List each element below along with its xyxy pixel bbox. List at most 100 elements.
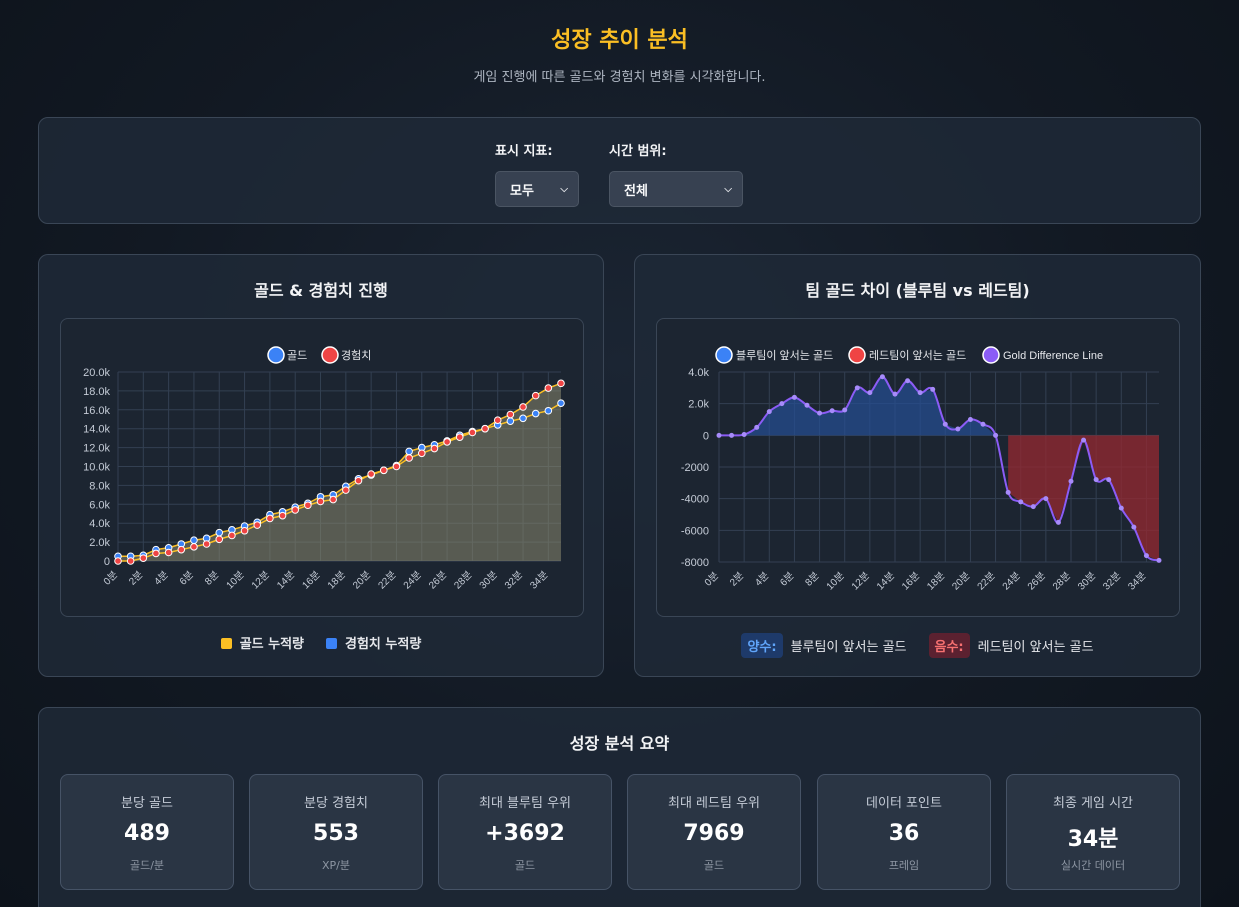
- stat-card-max-blue-lead: 최대 블루팀 우위 +3692 골드: [438, 774, 612, 890]
- stat-card-max-red-lead: 최대 레드팀 우위 7969 골드: [627, 774, 801, 890]
- stat-unit: 골드: [703, 859, 725, 872]
- data-point: [867, 390, 873, 396]
- stat-unit: 골드: [514, 859, 536, 872]
- metric-select[interactable]: 모두 ⌵: [495, 171, 579, 207]
- stat-unit: 실시간 데이터: [1060, 859, 1126, 872]
- data-point: [1018, 499, 1024, 505]
- y-tick-label: 0: [703, 430, 709, 442]
- data-point: [392, 462, 401, 471]
- x-tick-label: 14분: [874, 570, 897, 593]
- page-subtitle: 게임 진행에 따른 골드와 경험치 변화를 시각화합니다.: [473, 70, 766, 85]
- range-select[interactable]: 전체 ⌵: [609, 171, 743, 207]
- data-point: [741, 432, 747, 438]
- data-point: [1005, 489, 1011, 495]
- data-point: [266, 514, 274, 523]
- legend-swatch-icon: [321, 346, 339, 364]
- y-tick-label: 2.0k: [688, 399, 709, 411]
- data-point: [481, 424, 489, 433]
- gold-diff-panel: 팀 골드 차이 (블루팀 vs 레드팀) -8000 -6000 -4000 -200…: [634, 254, 1201, 677]
- x-tick-label: 2분: [727, 570, 746, 589]
- data-point: [354, 476, 363, 485]
- x-tick-label: 22분: [376, 569, 399, 592]
- negative-note: 음수: 레드팀이 앞서는 골드: [928, 633, 1094, 658]
- data-point: [544, 384, 553, 392]
- data-point: [202, 540, 211, 548]
- chevron-down-icon: ⌵: [724, 183, 732, 195]
- x-tick-label: 34분: [528, 569, 551, 592]
- data-point: [342, 486, 350, 494]
- data-point: [967, 417, 973, 422]
- stat-card-game-time: 최종 게임 시간 34분 실시간 데이터: [1006, 774, 1180, 890]
- data-point: [506, 410, 515, 419]
- positive-tag: 양수:: [741, 633, 783, 658]
- y-tick-label: 18.0k: [83, 386, 110, 398]
- x-tick-label: 34분: [1126, 570, 1149, 593]
- data-point: [493, 416, 502, 424]
- data-point: [1068, 478, 1074, 484]
- x-tick-label: 4분: [752, 570, 771, 589]
- data-point: [152, 549, 160, 558]
- data-point: [1081, 437, 1087, 443]
- stat-card-xp-per-min: 분당 경험치 553 XP/분: [249, 774, 423, 890]
- data-point: [892, 391, 898, 397]
- metric-select-value: 모두: [510, 183, 534, 199]
- data-point: [190, 536, 198, 545]
- x-tick-label: 16분: [300, 569, 323, 592]
- data-point: [443, 438, 451, 446]
- controls-panel: 표시 지표: 모두 ⌵ 시간 범위: 전체 ⌵: [38, 117, 1201, 224]
- stat-value: 7969: [683, 821, 745, 846]
- gold-xp-panel: 골드 & 경험치 진행 0 2.0k 4.0k 6.0k 8.0k 10.0k 12.0k 1…: [38, 254, 604, 677]
- y-tick-label: 6.0k: [89, 499, 110, 511]
- data-point: [177, 545, 186, 554]
- chevron-down-icon: ⌵: [560, 183, 568, 195]
- x-tick-label: 0분: [101, 569, 120, 588]
- data-point: [506, 417, 515, 425]
- x-tick-label: 14분: [274, 569, 297, 592]
- data-point: [126, 557, 135, 565]
- x-tick-label: 18분: [925, 570, 948, 593]
- stat-value: +3692: [485, 821, 565, 846]
- data-point: [215, 528, 224, 537]
- x-tick-label: 30분: [1075, 570, 1098, 593]
- gold-square-icon: [220, 638, 232, 649]
- stat-label: 데이터 포인트: [866, 796, 942, 811]
- data-point: [791, 394, 797, 400]
- xp-cumulative-legend: 경험치 누적량: [326, 633, 421, 652]
- x-tick-label: 10분: [824, 570, 847, 593]
- summary-title: 성장 분석 요약: [569, 734, 670, 753]
- y-tick-label: 10.0k: [83, 462, 110, 474]
- x-tick-label: 26분: [1025, 570, 1048, 593]
- data-point: [1156, 557, 1162, 563]
- positive-note: 양수: 블루팀이 앞서는 골드: [741, 633, 907, 658]
- data-point: [417, 449, 426, 458]
- data-point: [316, 497, 325, 506]
- data-point: [367, 470, 375, 478]
- x-tick-label: 28분: [1050, 570, 1073, 593]
- x-tick-label: 8분: [803, 570, 822, 589]
- legend-swatch-icon: [982, 346, 1000, 364]
- x-tick-label: 6분: [177, 569, 196, 588]
- negative-tag: 음수:: [928, 633, 970, 658]
- y-tick-label: 8.0k: [89, 480, 110, 492]
- legend-label: Gold Difference Line: [1003, 350, 1103, 362]
- data-point: [817, 410, 823, 416]
- data-point: [519, 403, 527, 411]
- y-tick-label: -6000: [681, 525, 709, 537]
- data-point: [114, 557, 122, 565]
- x-tick-label: 16분: [899, 570, 922, 593]
- x-tick-label: 10분: [224, 569, 247, 592]
- x-tick-label: 0분: [702, 570, 721, 589]
- data-point: [854, 385, 860, 391]
- y-tick-label: 12.0k: [83, 443, 110, 455]
- data-point: [955, 426, 961, 432]
- data-point: [405, 454, 413, 462]
- data-point: [531, 391, 540, 400]
- x-tick-label: 18분: [325, 569, 348, 592]
- y-tick-label: 20.0k: [83, 367, 110, 379]
- data-point: [993, 432, 999, 438]
- data-point: [917, 390, 923, 396]
- x-tick-label: 32분: [502, 569, 525, 592]
- stat-unit: XP/분: [322, 859, 350, 872]
- x-tick-label: 20분: [350, 569, 373, 592]
